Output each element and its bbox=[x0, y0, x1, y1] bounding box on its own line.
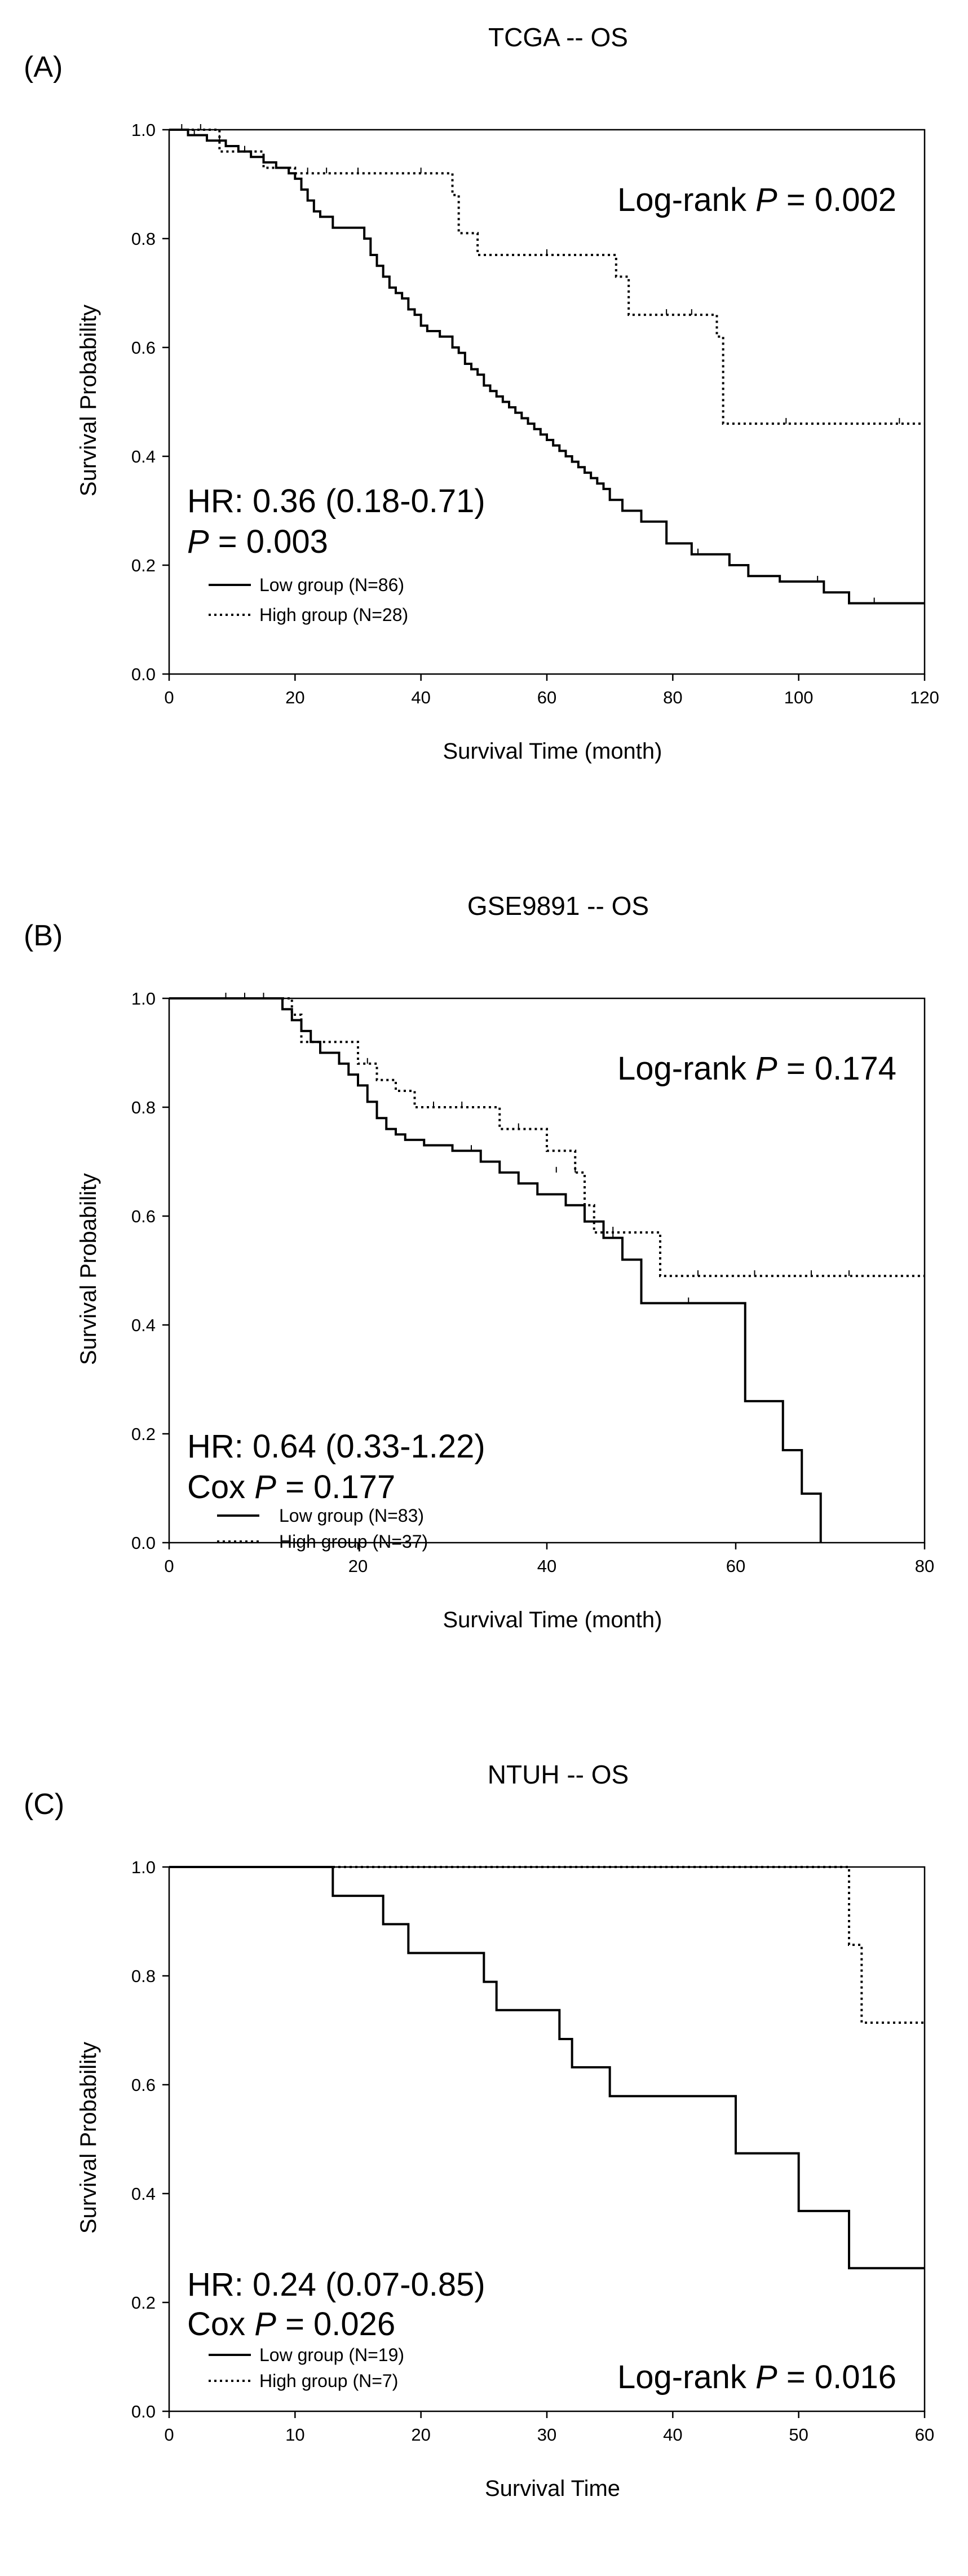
x-tick-label: 0 bbox=[164, 2425, 174, 2445]
y-tick-label: 0.6 bbox=[131, 338, 156, 358]
y-tick-label: 1.0 bbox=[131, 1857, 156, 1877]
cox-p-text-c: Cox P = 0.026 bbox=[187, 2306, 395, 2342]
logrank-text-b: Log-rank P = 0.174 bbox=[617, 1050, 896, 1087]
x-tick-label: 50 bbox=[789, 2425, 808, 2445]
y-tick-label: 1.0 bbox=[131, 120, 156, 140]
x-axis-title-c: Survival Time bbox=[485, 2476, 620, 2501]
y-tick-label: 0.0 bbox=[131, 2402, 156, 2421]
chart-title-b: GSE9891 -- OS bbox=[467, 891, 649, 921]
legend-label-low-b: Low group (N=83) bbox=[279, 1505, 424, 1526]
panel-c: (C) NTUH -- OS 0 10 20 30 40 50 60 0.0 0.2 0.4 0.6… bbox=[0, 1737, 968, 2549]
high-group-curve-a bbox=[169, 129, 925, 425]
x-axis-title-a: Survival Time (month) bbox=[443, 739, 662, 764]
x-tick-label: 20 bbox=[348, 1556, 368, 1576]
legend-label-low-a: Low group (N=86) bbox=[259, 575, 404, 595]
hr-text-b: HR: 0.64 (0.33-1.22) bbox=[187, 1428, 485, 1465]
km-chart-c: (C) NTUH -- OS 0 10 20 30 40 50 60 0.0 0.2 0.4 0.6… bbox=[24, 1760, 934, 2501]
x-tick-label: 120 bbox=[910, 688, 939, 707]
y-tick-label: 0.8 bbox=[131, 1966, 156, 1986]
chart-title-a: TCGA -- OS bbox=[488, 23, 628, 52]
x-tick-label: 0 bbox=[164, 688, 174, 707]
legend-label-low-c: Low group (N=19) bbox=[259, 2345, 404, 2365]
legend-b: Low group (N=83) High group (N=37) bbox=[217, 1505, 428, 1552]
panel-b: (B) GSE9891 -- OS 0 20 40 60 80 0.0 0.2 0.4 0.6 0… bbox=[0, 869, 968, 1681]
y-tick-label: 0.2 bbox=[131, 2293, 156, 2313]
y-tick-label: 0.0 bbox=[131, 664, 156, 684]
x-tick-label: 0 bbox=[164, 1556, 174, 1576]
legend-label-high-a: High group (N=28) bbox=[259, 605, 408, 625]
hr-text-c: HR: 0.24 (0.07-0.85) bbox=[187, 2266, 485, 2303]
y-tick-label: 0.0 bbox=[131, 1533, 156, 1553]
x-tick-label: 20 bbox=[411, 2425, 430, 2445]
high-group-curve-b bbox=[169, 997, 925, 1278]
x-tick-label: 80 bbox=[915, 1556, 934, 1576]
low-group-curve-b bbox=[169, 997, 822, 1543]
cox-p-text-b: Cox P = 0.177 bbox=[187, 1469, 395, 1505]
y-tick-label: 1.0 bbox=[131, 989, 156, 1009]
x-tick-label: 80 bbox=[663, 688, 682, 707]
chart-title-c: NTUH -- OS bbox=[488, 1760, 629, 1789]
y-tick-label: 0.8 bbox=[131, 1098, 156, 1117]
low-group-curve-c bbox=[169, 1866, 925, 2270]
km-chart-a: (A) TCGA -- OS 0 20 40 60 80 100 120 0.0 0.2 0.4 0… bbox=[24, 23, 939, 764]
x-axis-title-b: Survival Time (month) bbox=[443, 1608, 662, 1632]
low-group-curve-a bbox=[169, 129, 925, 605]
y-tick-label: 0.6 bbox=[131, 2075, 156, 2095]
km-chart-b: (B) GSE9891 -- OS 0 20 40 60 80 0.0 0.2 0.4 0.6 0… bbox=[24, 891, 934, 1632]
panel-label-c: (C) bbox=[24, 1788, 64, 1821]
cox-p-text-a: P = 0.003 bbox=[187, 523, 328, 560]
high-group-curve-c bbox=[169, 1866, 925, 2024]
legend-label-high-b: High group (N=37) bbox=[279, 1531, 428, 1552]
y-axis-title-b: Survival Probability bbox=[76, 1173, 101, 1365]
logrank-text-a: Log-rank P = 0.002 bbox=[617, 182, 896, 218]
x-tick-label: 60 bbox=[915, 2425, 934, 2445]
y-tick-label: 0.4 bbox=[131, 1315, 156, 1335]
y-axis-title-c: Survival Probability bbox=[76, 2042, 101, 2234]
x-tick-label: 60 bbox=[537, 688, 556, 707]
x-tick-label: 40 bbox=[411, 688, 430, 707]
panel-label-b: (B) bbox=[24, 919, 63, 952]
hr-text-a: HR: 0.36 (0.18-0.71) bbox=[187, 483, 485, 519]
x-tick-label: 100 bbox=[784, 688, 814, 707]
y-tick-label: 0.8 bbox=[131, 229, 156, 249]
y-tick-label: 0.4 bbox=[131, 447, 156, 466]
y-tick-label: 0.6 bbox=[131, 1206, 156, 1226]
panel-label-a: (A) bbox=[24, 51, 63, 83]
logrank-text-c: Log-rank P = 0.016 bbox=[617, 2359, 896, 2396]
y-tick-label: 0.4 bbox=[131, 2184, 156, 2204]
x-tick-label: 20 bbox=[285, 688, 304, 707]
legend-a: Low group (N=86) High group (N=28) bbox=[209, 575, 408, 625]
y-tick-label: 0.2 bbox=[131, 1424, 156, 1444]
y-axis-title-a: Survival Probability bbox=[76, 305, 101, 496]
panel-a: (A) TCGA -- OS 0 20 40 60 80 100 120 0.0 0.2 0.4 0… bbox=[0, 0, 968, 812]
x-tick-label: 10 bbox=[285, 2425, 304, 2445]
x-tick-label: 40 bbox=[663, 2425, 682, 2445]
legend-label-high-c: High group (N=7) bbox=[259, 2371, 398, 2391]
y-tick-label: 0.2 bbox=[131, 556, 156, 575]
x-tick-label: 30 bbox=[537, 2425, 556, 2445]
legend-c: Low group (N=19) High group (N=7) bbox=[209, 2345, 404, 2391]
x-tick-label: 60 bbox=[726, 1556, 745, 1576]
x-tick-label: 40 bbox=[537, 1556, 556, 1576]
